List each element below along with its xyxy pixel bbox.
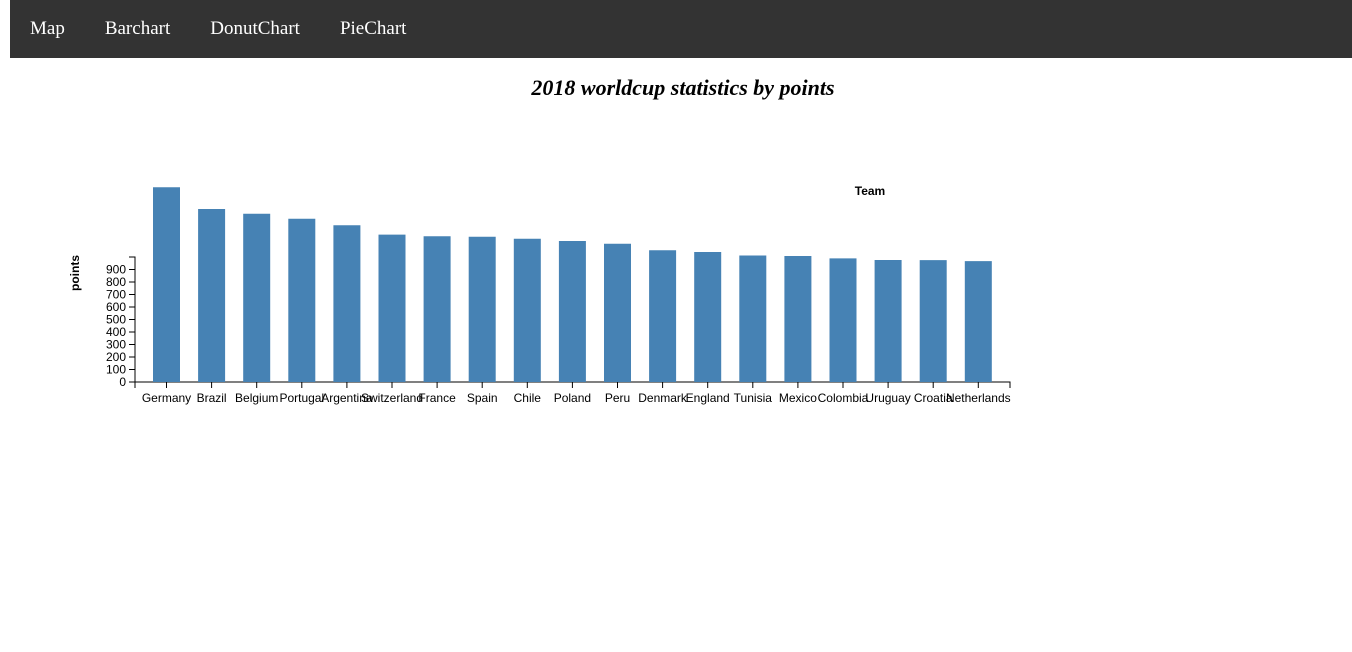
- bar: [784, 256, 812, 382]
- bar: [468, 236, 496, 382]
- x-tick-label: Mexico: [779, 391, 817, 405]
- y-tick-label: 900: [106, 263, 126, 277]
- bar: [739, 255, 767, 382]
- bar: [423, 236, 451, 382]
- x-tick-label: Chile: [514, 391, 542, 405]
- bar: [243, 213, 271, 382]
- y-axis-label: points: [68, 255, 82, 291]
- bar: [558, 241, 586, 382]
- x-tick-label: Netherlands: [946, 391, 1011, 405]
- x-tick-label: Brazil: [197, 391, 227, 405]
- y-tick-label: 500: [106, 313, 126, 327]
- bar: [649, 250, 677, 382]
- nav-link[interactable]: Map: [30, 18, 65, 39]
- bar: [288, 218, 316, 382]
- y-tick-label: 400: [106, 325, 126, 339]
- bar: [153, 187, 180, 382]
- x-axis-label: Team: [855, 184, 885, 198]
- x-tick-label: England: [686, 391, 730, 405]
- x-tick-label: France: [418, 391, 456, 405]
- bar: [604, 243, 631, 382]
- nav-bar: Map Barchart DonutChart PieChart: [10, 0, 1352, 58]
- x-tick-label: Tunisia: [734, 391, 773, 405]
- y-tick-label: 200: [106, 350, 126, 364]
- bar: [874, 260, 902, 382]
- y-tick-label: 700: [106, 288, 126, 302]
- x-tick-label: Denmark: [638, 391, 688, 405]
- nav-link[interactable]: DonutChart: [210, 18, 300, 39]
- chart-title: 2018 worldcup statistics by points: [530, 75, 834, 100]
- y-tick-label: 800: [106, 275, 126, 289]
- bar: [513, 238, 541, 382]
- bar: [694, 252, 722, 382]
- nav-link[interactable]: PieChart: [339, 18, 407, 39]
- chart: 2018 worldcup statistics by points Team …: [68, 75, 1011, 405]
- x-tick-label: Colombia: [818, 391, 869, 405]
- x-tick-label: Argentina: [321, 391, 373, 405]
- x-tick-label: Portugal: [279, 391, 324, 405]
- bar: [964, 261, 992, 382]
- y-tick-label: 100: [106, 363, 126, 377]
- x-tick-label: Belgium: [235, 391, 278, 405]
- x-tick-label: Peru: [605, 391, 630, 405]
- y-tick-label: 600: [106, 300, 126, 314]
- bar: [829, 258, 857, 382]
- x-tick-label: Uruguay: [865, 391, 910, 405]
- y-tick-label: 0: [119, 375, 126, 389]
- bar: [378, 234, 406, 382]
- x-tick-label: Germany: [142, 391, 191, 405]
- bar: [198, 209, 226, 382]
- x-tick-label: Switzerland: [361, 391, 423, 405]
- x-tick-label: Croatia: [914, 391, 953, 405]
- y-tick-label: 300: [106, 338, 126, 352]
- bar: [333, 225, 361, 382]
- nav-link[interactable]: Barchart: [104, 18, 171, 39]
- x-tick-label: Poland: [554, 391, 591, 405]
- bar: [919, 260, 947, 382]
- x-tick-label: Spain: [467, 391, 498, 405]
